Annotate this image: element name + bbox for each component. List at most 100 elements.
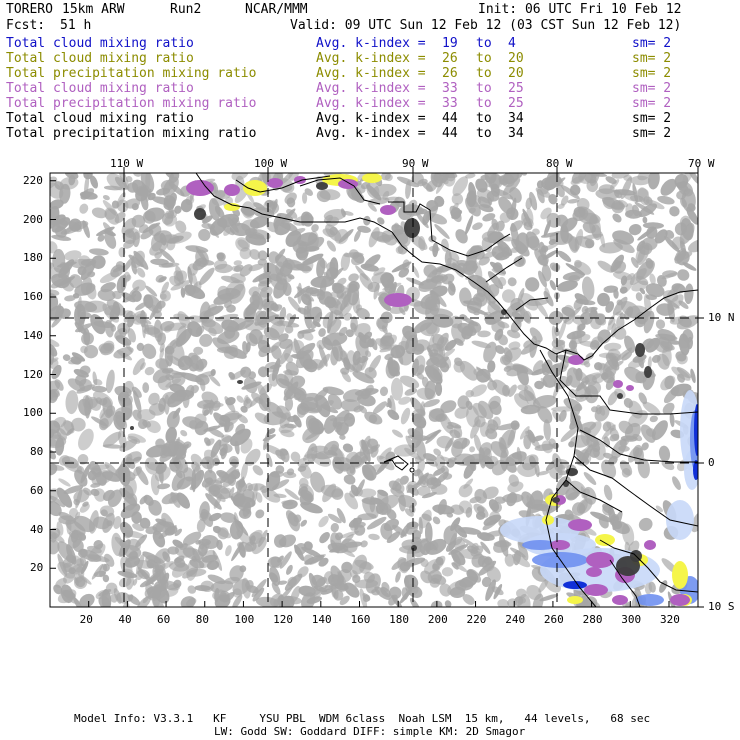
cloud-patch <box>132 578 138 586</box>
cloud-mixing-blue-dark <box>694 404 698 456</box>
cloud-patch <box>245 448 261 466</box>
cloud-patch <box>70 356 82 365</box>
cloud-patch <box>228 487 235 499</box>
cloud-patch <box>451 440 464 458</box>
cloud-patch <box>50 262 55 269</box>
cloud-patch <box>173 270 188 285</box>
cloud-patch <box>484 173 497 184</box>
cloud-patch <box>54 379 64 391</box>
cloud-patch <box>254 412 270 425</box>
cloud-patch <box>98 418 109 431</box>
cloud-patch <box>53 214 66 225</box>
cloud-patch <box>377 217 385 225</box>
cloud-patch <box>447 457 457 462</box>
cloud-patch <box>225 397 236 406</box>
cloud-patch <box>342 443 354 453</box>
cloud-patch <box>329 257 339 278</box>
cloud-patch <box>175 328 193 347</box>
cloud-patch <box>603 436 611 448</box>
cloud-mixing-dark <box>617 393 623 399</box>
cloud-patch <box>436 471 449 484</box>
plot-frame <box>49 172 699 608</box>
cloud-patch <box>450 517 461 531</box>
cloud-patch <box>537 470 550 476</box>
cloud-patch <box>214 263 233 274</box>
cloud-patch <box>83 328 91 346</box>
cloud-patch <box>560 184 580 200</box>
cloud-patch <box>318 557 329 567</box>
cloud-patch <box>651 354 661 363</box>
cloud-patch <box>74 323 93 333</box>
cloud-patch <box>358 332 367 343</box>
cloud-patch <box>91 467 103 475</box>
cloud-patch <box>133 250 149 270</box>
cloud-patch <box>594 313 607 326</box>
cloud-patch <box>434 381 443 396</box>
cloud-patch <box>458 527 482 535</box>
cloud-patch <box>230 369 246 381</box>
cloud-patch <box>75 577 86 588</box>
fcst-label: Fcst: <box>6 18 46 33</box>
cloud-patch <box>229 565 244 582</box>
cloud-patch <box>589 339 600 350</box>
cloud-patch <box>139 517 151 529</box>
cloud-patch <box>424 473 437 485</box>
cloud-patch <box>279 551 292 569</box>
cloud-patch <box>344 492 359 510</box>
cloud-patch <box>359 561 372 574</box>
cloud-patch <box>203 469 217 485</box>
cloud-patch <box>159 320 175 332</box>
cloud-patch <box>449 315 463 329</box>
cloud-patch <box>304 188 313 196</box>
cloud-patch <box>213 494 223 509</box>
cloud-patch <box>233 512 240 532</box>
cloud-patch <box>296 286 315 302</box>
cloud-patch <box>480 541 491 555</box>
cloud-patch <box>506 329 521 339</box>
cloud-patch <box>114 211 126 224</box>
model-name: TORERO <box>6 2 53 17</box>
cloud-patch <box>145 444 169 458</box>
cloud-patch <box>615 347 633 362</box>
cloud-patch <box>50 278 66 289</box>
cloud-patch <box>407 585 423 598</box>
cloud-patch <box>465 249 477 272</box>
fcst-value: 51 h <box>60 18 92 33</box>
cloud-patch <box>97 289 116 301</box>
cloud-patch <box>518 390 535 402</box>
cloud-patch <box>625 601 631 607</box>
cloud-patch <box>162 551 171 563</box>
cloud-patch <box>54 303 62 321</box>
cloud-mixing-purple <box>186 180 214 196</box>
cloud-patch <box>493 539 510 553</box>
cloud-patch <box>642 222 664 229</box>
cloud-patch <box>252 291 264 310</box>
cloud-patch <box>229 344 238 352</box>
cloud-patch <box>298 241 309 250</box>
cloud-patch <box>335 532 343 541</box>
cloud-patch <box>557 250 572 263</box>
cloud-patch <box>513 550 521 566</box>
legend-sm: sm= 2 <box>632 66 672 81</box>
cloud-patch <box>497 321 510 329</box>
cloud-patch <box>153 579 169 593</box>
cloud-patch <box>458 484 473 498</box>
cloud-patch <box>50 293 59 312</box>
cloud-patch <box>595 404 602 415</box>
lon-label: 110 W <box>110 157 144 170</box>
cloud-patch <box>390 367 401 377</box>
legend-k-to: 20 <box>508 51 524 66</box>
cloud-patch <box>523 217 534 228</box>
cloud-mixing-yellow <box>567 596 583 604</box>
cloud-patch <box>185 245 209 253</box>
cloud-patch <box>249 249 261 260</box>
cloud-patch <box>417 486 431 497</box>
cloud-patch <box>273 493 287 498</box>
cloud-patch <box>431 174 441 182</box>
cloud-patch <box>194 259 202 267</box>
legend-to: to <box>476 81 492 96</box>
cloud-patch <box>112 290 122 300</box>
model-info-line: Model Info: V3.3.1 KF YSU PBL WDM 6class… <box>74 712 651 725</box>
cloud-patch <box>383 518 399 531</box>
cloud-patch <box>656 275 667 287</box>
